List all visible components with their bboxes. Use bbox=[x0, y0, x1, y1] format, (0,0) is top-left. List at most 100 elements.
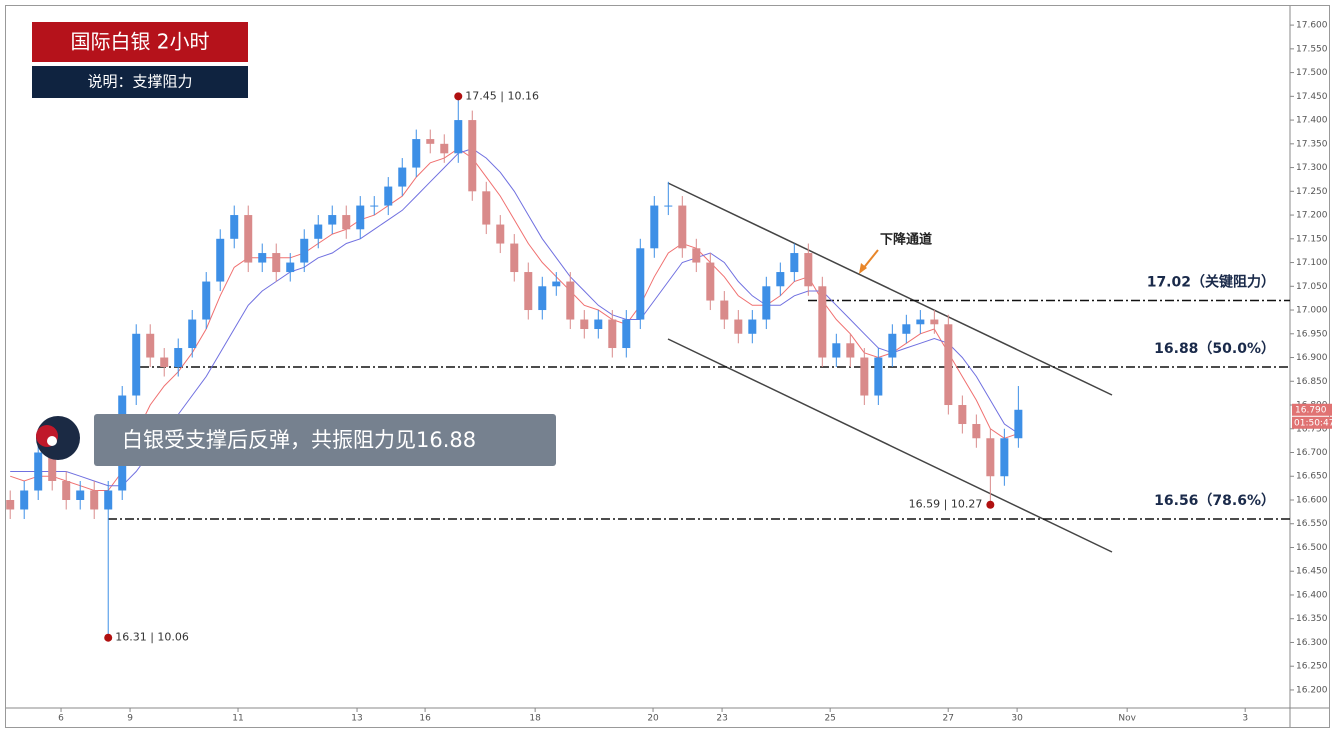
channel-label: 下降通道 bbox=[880, 232, 932, 248]
x-tick-label: 23 bbox=[716, 714, 727, 724]
candle-body bbox=[90, 490, 99, 510]
y-tick-label: 16.300 bbox=[1296, 638, 1328, 648]
channel-lower bbox=[667, 338, 1113, 553]
candle-body bbox=[846, 343, 855, 358]
candle-body bbox=[594, 319, 603, 330]
y-tick-label: 17.000 bbox=[1296, 306, 1328, 316]
title-box bbox=[32, 22, 248, 62]
y-tick-label: 17.600 bbox=[1296, 21, 1328, 31]
candle-body bbox=[692, 248, 701, 263]
x-tick-label: 11 bbox=[232, 714, 243, 724]
extreme-label: 16.31 | 10.06 bbox=[115, 631, 189, 644]
candle-body bbox=[510, 243, 519, 273]
candle-body bbox=[608, 319, 617, 349]
candle-body bbox=[300, 238, 309, 263]
candle-body bbox=[216, 238, 225, 282]
x-tick-label: 18 bbox=[529, 714, 541, 724]
title: 国际白银 2小时 bbox=[70, 30, 209, 54]
candle-body bbox=[370, 205, 379, 207]
x-tick-label: 27 bbox=[942, 714, 953, 724]
candle-body bbox=[34, 452, 43, 491]
y-tick-label: 16.200 bbox=[1296, 685, 1328, 695]
candle-body bbox=[972, 424, 981, 439]
x-tick-label: 9 bbox=[127, 714, 133, 724]
y-tick-label: 17.450 bbox=[1296, 92, 1328, 102]
candle-body bbox=[790, 253, 799, 273]
level-label: 17.02（关键阻力） bbox=[1147, 274, 1275, 291]
level-label: 16.56（78.6%） bbox=[1154, 493, 1275, 509]
candle-body bbox=[888, 333, 897, 358]
candle-body bbox=[958, 405, 967, 425]
y-tick-label: 16.900 bbox=[1296, 353, 1328, 363]
y-tick-label: 16.850 bbox=[1296, 377, 1328, 387]
candle-body bbox=[580, 319, 589, 330]
candle-body bbox=[650, 205, 659, 249]
candle-body bbox=[538, 286, 547, 311]
candle-body bbox=[860, 357, 869, 396]
y-tick-label: 16.700 bbox=[1296, 448, 1328, 458]
candle-body bbox=[454, 120, 463, 154]
candle-body bbox=[202, 281, 211, 320]
candle-body bbox=[132, 333, 141, 396]
y-tick-label: 16.400 bbox=[1296, 590, 1328, 600]
countdown-tag bbox=[1292, 416, 1332, 429]
candle-body bbox=[1014, 409, 1023, 439]
candle-body bbox=[636, 248, 645, 320]
candle-body bbox=[188, 319, 197, 349]
last-price-label: 16.790 bbox=[1295, 405, 1327, 415]
candle-body bbox=[930, 319, 939, 325]
candle-body bbox=[832, 343, 841, 358]
y-tick-label: 16.450 bbox=[1296, 567, 1328, 577]
channel: 下降通道 bbox=[667, 182, 1113, 553]
y-tick-label: 17.500 bbox=[1296, 68, 1328, 78]
y-tick-label: 16.250 bbox=[1296, 662, 1328, 672]
candle-body bbox=[20, 490, 29, 510]
candle-body bbox=[230, 215, 239, 239]
candle-body bbox=[776, 272, 785, 287]
y-tick-label: 17.050 bbox=[1296, 282, 1328, 292]
candle-body bbox=[762, 286, 771, 320]
candle-body bbox=[412, 139, 421, 168]
candle-body bbox=[160, 357, 169, 368]
candle-body bbox=[342, 215, 351, 230]
y-tick-label: 17.250 bbox=[1296, 187, 1328, 197]
countdown-label: 01:50:47 bbox=[1294, 418, 1334, 428]
y-tick-label: 17.150 bbox=[1296, 234, 1328, 244]
x-tick-label: 16 bbox=[419, 714, 431, 724]
candle-body bbox=[398, 167, 407, 187]
candle-body bbox=[356, 205, 365, 230]
x-tick-label: 6 bbox=[58, 714, 64, 724]
candle-body bbox=[874, 357, 883, 396]
candle-body bbox=[552, 281, 561, 287]
y-tick-label: 16.650 bbox=[1296, 472, 1328, 482]
x-tick-label: 20 bbox=[647, 714, 659, 724]
extreme-dot bbox=[104, 633, 113, 642]
candle-body bbox=[622, 319, 631, 349]
y-tick-label: 16.750 bbox=[1296, 424, 1328, 434]
candle-body bbox=[1000, 438, 1009, 477]
extreme-label: 17.45 | 10.16 bbox=[465, 89, 539, 102]
candle-body bbox=[258, 253, 267, 263]
y-tick-label: 17.300 bbox=[1296, 163, 1328, 173]
subtitle-box bbox=[32, 66, 248, 98]
candle-body bbox=[734, 319, 743, 334]
subtitle: 说明：支撑阻力 bbox=[87, 73, 192, 91]
avatar-eye bbox=[47, 436, 57, 446]
candle-body bbox=[524, 272, 533, 311]
y-tick-label: 16.600 bbox=[1296, 495, 1328, 505]
candle-body bbox=[804, 253, 813, 287]
candle-body bbox=[468, 120, 477, 192]
candle-body bbox=[482, 191, 491, 225]
y-tick-label: 17.100 bbox=[1296, 258, 1328, 268]
candle-body bbox=[986, 438, 995, 477]
x-tick-label: 3 bbox=[1242, 714, 1248, 724]
y-tick-label: 17.350 bbox=[1296, 139, 1328, 149]
candle-body bbox=[76, 490, 85, 500]
extreme-dot bbox=[454, 92, 463, 101]
y-tick-label: 16.550 bbox=[1296, 519, 1328, 529]
candle-body bbox=[818, 286, 827, 358]
candle-body bbox=[48, 452, 57, 481]
candle-body bbox=[748, 319, 757, 334]
avatar bbox=[36, 416, 80, 460]
